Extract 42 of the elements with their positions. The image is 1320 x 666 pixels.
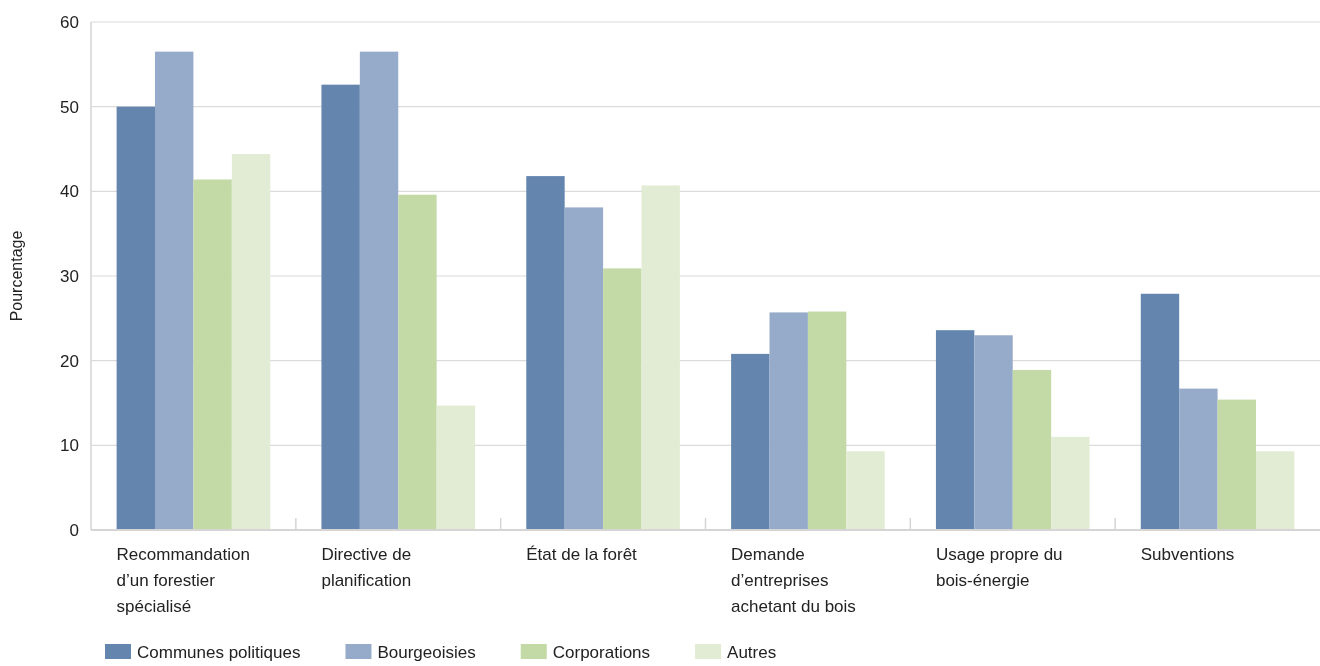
bar [564, 207, 604, 530]
x-tick-label: Demande d’entreprises achetant du bois [731, 545, 856, 616]
y-tick-label: 60 [60, 12, 79, 32]
bar [769, 312, 808, 530]
x-tick-label: État de la forêt [526, 545, 638, 564]
bar [846, 451, 885, 530]
y-tick-label: 20 [60, 351, 79, 371]
bar [398, 194, 437, 530]
bar [1179, 388, 1218, 530]
bar [935, 330, 975, 530]
x-tick-label: Usage propre du bois-énergie [935, 545, 1063, 590]
bar [231, 154, 271, 530]
bar [1217, 399, 1256, 530]
x-tick-label: Recommandation d’un forestier spécialisé [116, 545, 250, 616]
bar [526, 176, 565, 530]
bar [359, 51, 399, 530]
bar [1140, 293, 1180, 530]
bar [193, 179, 232, 530]
x-tick-label: Directive de planification [321, 545, 412, 590]
y-tick-label: 40 [60, 182, 79, 202]
legend-label: Bourgeoisies [377, 642, 476, 662]
bar [974, 335, 1013, 530]
bar [1012, 369, 1052, 530]
legend-label: Corporations [552, 642, 651, 662]
y-tick-label: 30 [60, 266, 79, 286]
bar [1255, 451, 1295, 530]
bar [641, 185, 680, 530]
y-axis-title: Pourcentage [8, 230, 25, 322]
bar [116, 106, 156, 530]
legend-label: Autres [727, 642, 777, 662]
x-tick-label: Subventions [1140, 545, 1235, 564]
y-tick-label: 0 [69, 520, 79, 540]
bar [321, 84, 360, 530]
bar [436, 405, 476, 530]
y-tick-label: 50 [60, 97, 79, 117]
y-tick-label: 10 [60, 436, 79, 456]
bar [603, 268, 642, 530]
bar [731, 353, 770, 530]
bar [155, 51, 194, 530]
bar [1051, 436, 1090, 530]
bar [807, 311, 847, 530]
legend-label: Communes politiques [137, 642, 301, 662]
